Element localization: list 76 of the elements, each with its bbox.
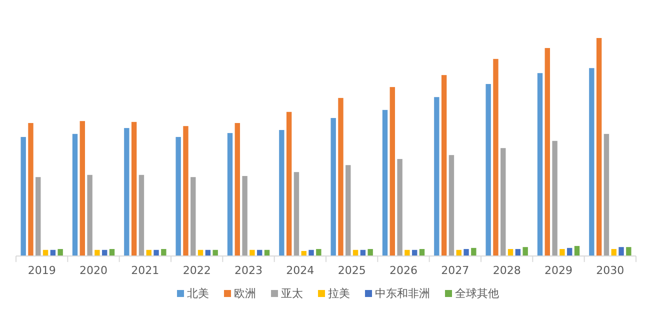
bar (500, 148, 506, 256)
bar (471, 248, 476, 256)
x-tick-label: 2023 (234, 264, 262, 277)
bar (109, 249, 115, 256)
legend-label: 拉美 (328, 287, 350, 300)
x-tick-label: 2021 (131, 264, 160, 277)
bar (94, 250, 100, 256)
bar (589, 68, 594, 256)
bar (508, 249, 514, 256)
bar (308, 250, 314, 256)
bar (515, 249, 521, 256)
x-tick-label: 2020 (80, 264, 108, 277)
bar (560, 249, 565, 256)
legend-label: 北美 (187, 287, 209, 300)
bar (212, 250, 218, 256)
bar (183, 126, 188, 256)
x-tick-label: 2022 (182, 264, 211, 277)
bar (234, 123, 240, 256)
x-tick-label: 2025 (338, 264, 366, 277)
bar (448, 155, 454, 256)
bar (131, 122, 137, 256)
bar (58, 249, 63, 256)
bar (397, 158, 402, 256)
bar (154, 250, 159, 256)
bar (441, 75, 447, 256)
x-tick-label: 2026 (390, 264, 418, 277)
x-tick-label: 2028 (492, 264, 521, 277)
bar (72, 134, 78, 256)
bar (286, 112, 292, 256)
legend-label: 中东和非洲 (375, 287, 430, 300)
bar (36, 177, 41, 256)
x-tick-label: 2029 (544, 264, 572, 277)
bar (493, 58, 498, 256)
bar (552, 140, 558, 256)
bar (486, 84, 491, 256)
bar (330, 118, 336, 256)
bar (544, 48, 550, 256)
x-tick-label: 2030 (596, 264, 624, 277)
bar (419, 249, 425, 256)
bar (242, 176, 248, 256)
bar (279, 130, 284, 256)
bar (80, 121, 85, 256)
bar (338, 98, 344, 256)
bar (227, 133, 233, 256)
legend-label: 欧洲 (234, 287, 256, 300)
x-tick-label: 2024 (286, 264, 314, 277)
bar (346, 165, 351, 256)
bar (626, 247, 632, 256)
legend-label: 亚太 (281, 287, 303, 300)
bar (522, 247, 528, 256)
bar (368, 249, 373, 256)
bar (138, 174, 144, 256)
bar (28, 123, 34, 256)
bar (20, 136, 26, 256)
bar (464, 249, 469, 256)
x-tick-label: 2019 (28, 264, 56, 277)
bar (611, 249, 616, 256)
bar (382, 110, 388, 256)
bar (618, 247, 624, 256)
x-tick-label: 2027 (441, 264, 470, 277)
bar (161, 249, 166, 256)
bar (294, 172, 300, 256)
bar (190, 177, 196, 256)
legend-label: 全球其他 (455, 287, 499, 300)
bar (404, 250, 410, 256)
bar (434, 97, 440, 256)
bar (124, 128, 130, 256)
bar (87, 174, 92, 256)
bar (574, 246, 580, 256)
bar (596, 38, 602, 256)
bar (604, 134, 610, 256)
bar (176, 136, 181, 256)
bar (537, 73, 543, 256)
bar (316, 249, 322, 256)
bar (390, 87, 395, 256)
bar (250, 250, 255, 256)
